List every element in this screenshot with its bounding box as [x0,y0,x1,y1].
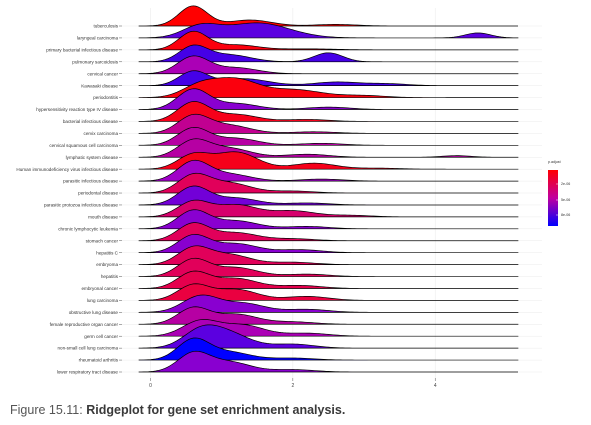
legend-colorbar [548,170,558,226]
ridge-female-reproductive-organ-cancer [138,306,519,325]
ridge-embryonal-cancer [138,270,519,289]
ridge-parasitic-protozoa-infectious-disease [138,185,519,206]
ridge-hepatitis-c [138,234,518,254]
ridge-human-immunodeficiency-virus-infectious-disease [138,151,519,170]
ridge-lower-respiratory-tract-disease [138,350,518,373]
ridge-series [138,5,519,373]
y-label: hypersensitivity reaction type IV diseas… [36,107,118,112]
y-label: obstructive lung disease [69,310,119,315]
y-label: periodontal disease [78,191,118,196]
legend-label: 2e-06 [561,182,570,186]
y-axis-labels: tuberculosis laryngeal carcinoma primary b… [16,24,122,375]
caption-title: Ridgeplot for gene set enrichment analys… [86,403,346,417]
x-axis-ticks: 0 2 4 [149,378,437,389]
y-label: hepatitis C [96,250,118,255]
y-label: primary bacterial infectious disease [46,47,118,52]
x-tick-label: 0 [149,383,152,389]
x-tick-label: 4 [434,383,437,389]
caption-number: Figure 15.11: [10,403,83,417]
y-label: non-small cell lung carcinoma [57,346,118,351]
ridge-parasitic-infectious-disease [138,159,519,182]
figure-caption: Figure 15.11: Ridgeplot for gene set enr… [10,403,585,417]
ridge-cervical-cancer [138,55,519,75]
y-label: embryonal cancer [81,286,118,291]
ridge-obstructive-lung-disease [138,294,519,313]
y-label: pulmonary sarcoidosis [72,59,118,64]
ridge-primary-bacterial-infectious-disease [138,30,519,51]
ridge-periodontitis [138,77,519,98]
y-label: rheumatoid arthritis [79,358,119,363]
y-label: female reproductive organ cancer [50,322,119,327]
y-label: hepatitis [101,274,119,279]
color-legend: p.adjust 2e-06 5e-06 8e-06 [548,160,570,226]
x-tick-label: 2 [291,383,294,389]
y-label: tuberculosis [93,24,118,29]
ridge-embryoma [138,245,519,265]
y-label: lymphatic system disease [66,155,119,160]
y-label: chronic lymphocytic leukemia [58,226,118,231]
ridge-periodontal-disease [138,172,519,194]
y-label: parasitic infectious disease [63,179,118,184]
y-label: laryngeal carcinoma [77,36,119,41]
y-label: embryoma [96,262,118,267]
ridge-cervical-squamous-cell-carcinoma [138,126,518,146]
ridge-tuberculosis [138,5,518,27]
ridge-hepatitis [138,257,519,277]
ridgeplot-figure: tuberculosis laryngeal carcinoma primary b… [10,5,570,417]
legend-label: 8e-06 [561,213,570,217]
ridge-cervix-carcinoma [138,113,519,134]
ridge-bacterial-infectious-disease [138,101,519,122]
ridge-stomach-cancer [138,222,519,242]
y-label: periodontitis [93,95,118,100]
ridge-hypersensitivity-reaction-type-iv-disease [138,88,519,110]
ridge-non-small-cell-lung-carcinoma [138,324,519,349]
legend-labels: 2e-06 5e-06 8e-06 [556,182,570,217]
y-label: Human immunodeficiency virus infectious … [16,167,118,172]
y-label: Kawasaki disease [81,83,118,88]
y-label: lower respiratory tract disease [57,370,119,375]
y-label: mouth disease [88,214,118,219]
y-label: cervix carcinoma [84,131,119,136]
y-label: parasitic protozoa infectious disease [44,203,118,208]
ridge-pulmonary-sarcoidosis [138,44,519,63]
ridge-chronic-lymphocytic-leukemia [138,209,519,230]
ridge-mouth-disease [138,199,519,218]
y-label: stomach cancer [86,238,119,243]
y-label: cervical cancer [87,71,118,76]
y-label: cervical squamous cell carcinoma [49,143,118,148]
ridge-rheumatoid-arthritis [138,337,519,361]
legend-title: p.adjust [548,160,561,164]
ridge-laryngeal-carcinoma [138,22,519,39]
legend-label: 5e-06 [561,198,570,202]
y-label: lung carcinoma [87,298,119,303]
y-label: bacterial infectious disease [63,119,119,124]
ridgeplot-chart: tuberculosis laryngeal carcinoma primary b… [16,5,570,389]
y-label: germ cell cancer [84,334,118,339]
ridge-lung-carcinoma [138,283,519,301]
